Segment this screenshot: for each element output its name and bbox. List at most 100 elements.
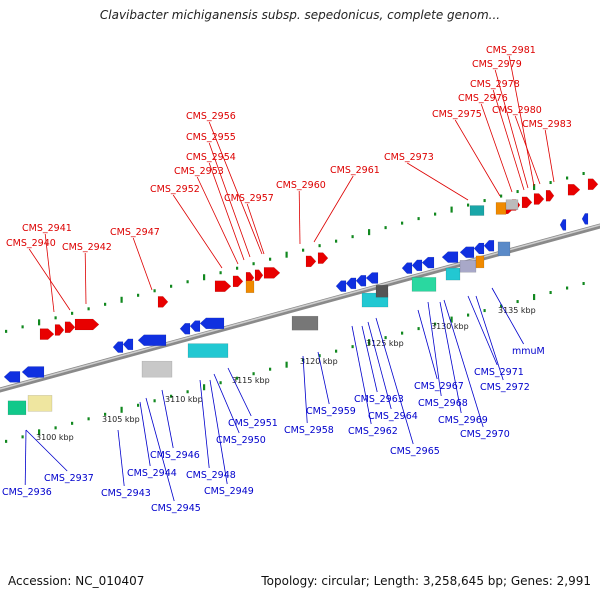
gene-label[interactable]: CMS_2937 xyxy=(44,473,94,484)
gene-label[interactable]: CMS_2965 xyxy=(390,446,440,457)
gene-label[interactable]: CMS_2940 xyxy=(6,238,56,249)
gene-box[interactable] xyxy=(141,360,173,378)
gene-arrow[interactable] xyxy=(74,318,100,331)
gene-box[interactable] xyxy=(445,267,461,281)
gene-label[interactable]: CMS_2946 xyxy=(150,450,200,461)
gene-label[interactable]: CMS_2960 xyxy=(276,180,326,191)
gene-label[interactable]: CMS_2973 xyxy=(384,152,434,163)
gene-label[interactable]: CMS_2943 xyxy=(101,488,151,499)
gene-arrow[interactable] xyxy=(401,262,413,274)
gene-label[interactable]: CMS_2970 xyxy=(460,429,510,440)
gene-arrow[interactable] xyxy=(122,338,134,351)
gene-arrow[interactable] xyxy=(254,269,264,282)
gene-label[interactable]: CMS_2968 xyxy=(418,398,468,409)
gene-label[interactable]: CMS_2952 xyxy=(150,184,200,195)
gene-label[interactable]: CMS_2955 xyxy=(186,132,236,143)
gene-label[interactable]: CMS_2958 xyxy=(284,425,334,436)
leader-line xyxy=(139,401,151,467)
gene-label[interactable]: CMS_2983 xyxy=(522,119,572,130)
gene-arrow[interactable] xyxy=(365,272,379,284)
gene-box[interactable] xyxy=(7,400,27,416)
gene-box[interactable] xyxy=(245,280,255,294)
gene-label[interactable]: CMS_2954 xyxy=(186,152,236,163)
gene-label[interactable]: CMS_2942 xyxy=(62,242,112,253)
gene-arrow[interactable] xyxy=(305,255,317,268)
gene-label[interactable]: CMS_2978 xyxy=(470,79,520,90)
gene-box[interactable] xyxy=(495,202,507,215)
gene-arrow[interactable] xyxy=(411,259,423,272)
gene-box[interactable] xyxy=(27,395,53,412)
gene-features[interactable] xyxy=(3,178,599,416)
gene-arrow[interactable] xyxy=(232,275,244,288)
gene-labels[interactable]: CMS_2940 CMS_2941 CMS_2942 CMS_2947 CMS_2952… xyxy=(2,45,572,514)
gene-arrow[interactable] xyxy=(459,246,475,259)
gene-label[interactable]: CMS_2962 xyxy=(348,426,398,437)
gene-arrow[interactable] xyxy=(39,328,55,340)
gene-label[interactable]: mmuM xyxy=(512,346,545,357)
gene-arrow[interactable] xyxy=(421,256,435,269)
gene-box[interactable] xyxy=(497,241,511,257)
gene-arrow[interactable] xyxy=(559,219,567,231)
gene-arrow[interactable] xyxy=(214,280,232,292)
gene-label[interactable]: CMS_2961 xyxy=(330,165,380,176)
gene-label[interactable]: CMS_2936 xyxy=(2,487,52,498)
gene-label[interactable]: CMS_2949 xyxy=(204,486,254,497)
gene-label[interactable]: CMS_2981 xyxy=(486,45,536,56)
gene-label[interactable]: CMS_2976 xyxy=(458,93,508,104)
gene-box[interactable] xyxy=(291,315,319,331)
gene-arrow[interactable] xyxy=(335,280,347,292)
gene-box[interactable] xyxy=(411,277,437,292)
gene-arrow[interactable] xyxy=(581,213,589,225)
gene-label[interactable]: CMS_2957 xyxy=(224,193,274,204)
gene-box[interactable] xyxy=(375,284,389,298)
gene-arrow[interactable] xyxy=(112,341,124,353)
gene-arrow[interactable] xyxy=(157,296,169,308)
gene-label[interactable]: CMS_2945 xyxy=(151,503,201,514)
gene-box[interactable] xyxy=(187,343,229,358)
gene-label[interactable]: CMS_2956 xyxy=(186,111,236,122)
gene-label[interactable]: CMS_2964 xyxy=(368,411,418,422)
gene-label[interactable]: CMS_2967 xyxy=(414,381,464,392)
gene-label[interactable]: CMS_2948 xyxy=(186,470,236,481)
gene-arrow[interactable] xyxy=(317,252,329,264)
gene-box[interactable] xyxy=(475,255,485,269)
gene-arrow[interactable] xyxy=(521,196,533,209)
gene-label[interactable]: CMS_2980 xyxy=(492,105,542,116)
gene-label[interactable]: CMS_2972 xyxy=(480,382,530,393)
gene-label[interactable]: CMS_2947 xyxy=(110,227,160,238)
gene-label[interactable]: CMS_2959 xyxy=(306,406,356,417)
gene-arrow[interactable] xyxy=(21,366,45,378)
gene-arrow[interactable] xyxy=(3,371,21,383)
gene-arrow[interactable] xyxy=(483,239,495,252)
gene-box[interactable] xyxy=(459,260,477,273)
gene-arrow[interactable] xyxy=(263,267,281,279)
gene-box[interactable] xyxy=(469,205,485,216)
gene-arrow[interactable] xyxy=(533,193,545,205)
gene-arrow[interactable] xyxy=(64,321,76,333)
gene-arrow[interactable] xyxy=(137,334,167,347)
gene-arrow[interactable] xyxy=(441,251,459,263)
gene-box[interactable] xyxy=(505,199,519,210)
gene-arrow[interactable] xyxy=(54,324,65,336)
gene-label[interactable]: CMS_2969 xyxy=(438,415,488,426)
gene-label[interactable]: CMS_2951 xyxy=(228,418,278,429)
gene-label[interactable]: CMS_2963 xyxy=(354,394,404,405)
leader-line xyxy=(25,429,68,472)
gene-arrow[interactable] xyxy=(199,317,225,330)
gene-label[interactable]: CMS_2950 xyxy=(216,435,266,446)
gene-label[interactable]: CMS_2944 xyxy=(127,468,177,479)
gene-label[interactable]: CMS_2953 xyxy=(174,166,224,177)
gene-arrow[interactable] xyxy=(587,178,599,191)
gene-label[interactable]: CMS_2979 xyxy=(472,59,522,70)
gene-arrow[interactable] xyxy=(345,277,357,290)
gene-label[interactable]: CMS_2975 xyxy=(432,109,482,120)
gene-arrow[interactable] xyxy=(545,190,555,202)
gene-label[interactable]: CMS_2971 xyxy=(474,367,524,378)
gene-arrow[interactable] xyxy=(473,242,485,255)
gene-arrow[interactable] xyxy=(189,320,201,332)
gene-label[interactable]: CMS_2941 xyxy=(22,223,72,234)
gene-arrow[interactable] xyxy=(179,323,191,335)
gene-arrow[interactable] xyxy=(355,274,367,287)
gene-arrow[interactable] xyxy=(567,183,581,196)
